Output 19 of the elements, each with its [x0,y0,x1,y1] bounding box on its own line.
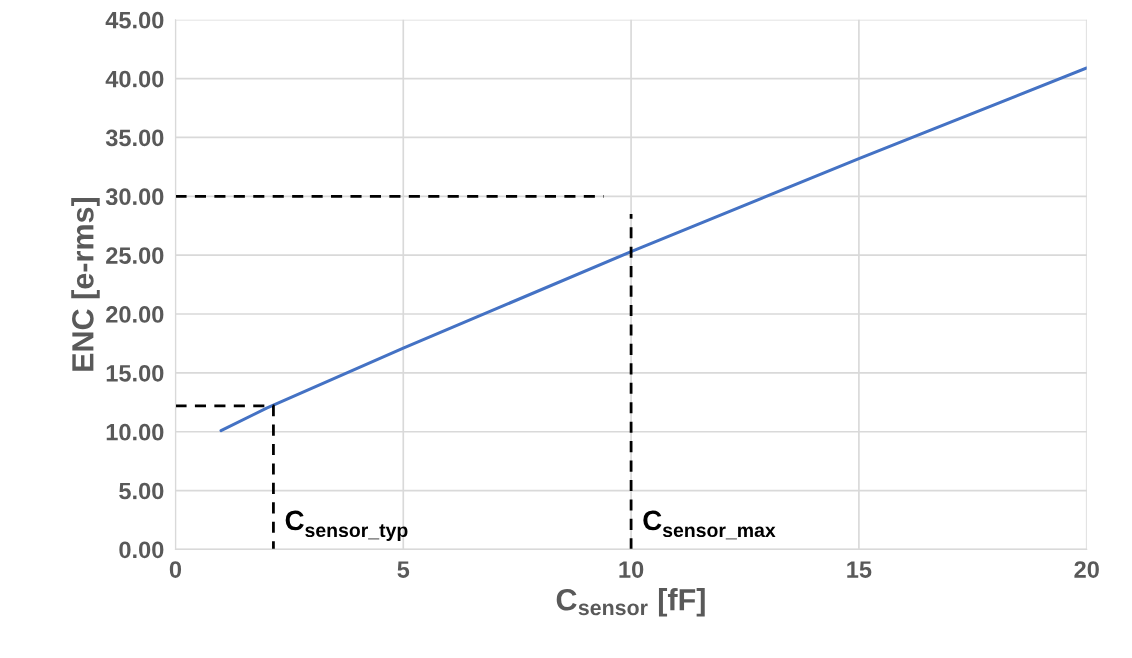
y-tick-label: 20.00 [106,306,164,323]
y-tick-label: 45.00 [105,11,164,29]
x-tick-label: 0 [169,561,182,578]
line-series [219,66,1087,433]
x-axis-title: C$_{sensor}$ [fF] [556,588,705,617]
x-tick-label: 10 [619,561,644,578]
y-tick-label: 5.00 [119,482,164,500]
y-tick-label: 30.00 [105,188,164,206]
y-tick-label: 15.00 [106,364,164,382]
y-tick-label: 10.00 [106,423,164,441]
y-axis-title: ENC [e-rms] [71,198,100,371]
y-tick-label: 25.00 [106,247,164,264]
x-tick-label: 5 [397,561,410,578]
x-tick-label: 20 [1074,561,1099,578]
y-tick-label: 35.00 [105,129,164,147]
y-tick-label: 40.00 [105,70,164,88]
y-tick-label: 0.00 [119,541,164,559]
x-tick-label: 15 [847,561,872,578]
annotation: Csensor_max [643,510,776,540]
